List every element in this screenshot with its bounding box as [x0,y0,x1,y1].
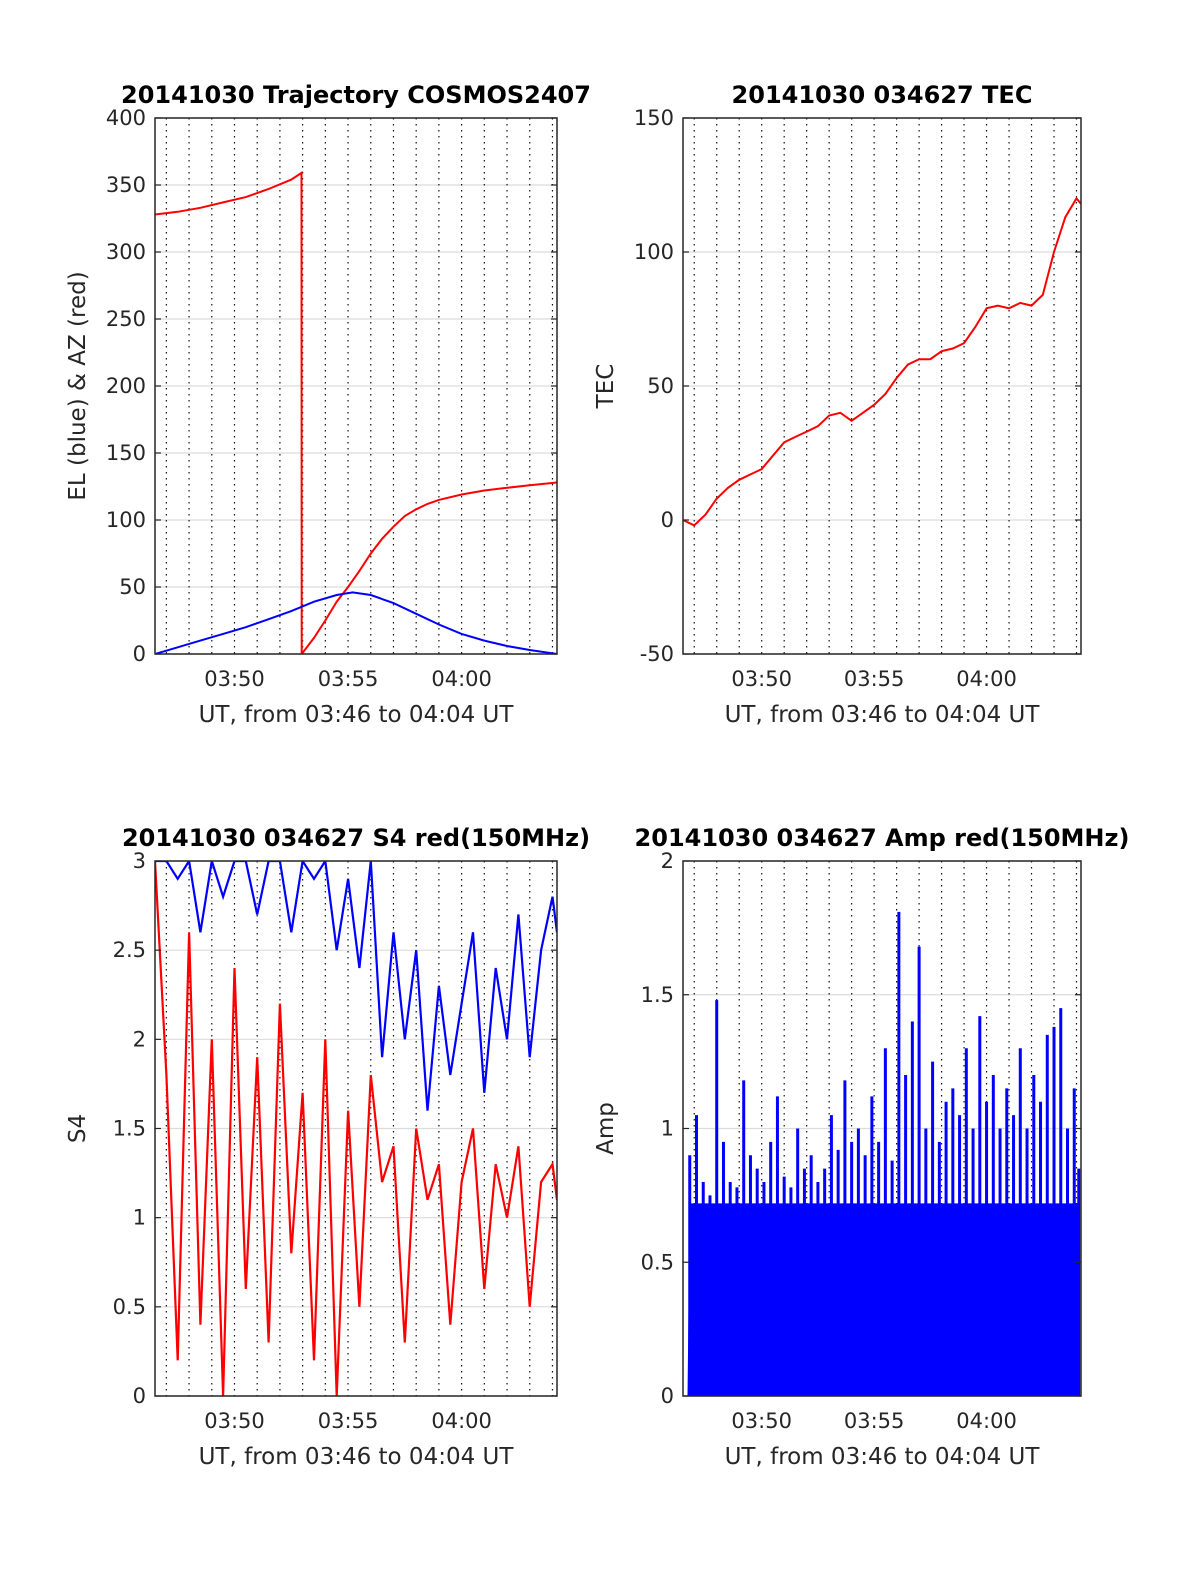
y-tick-label: 0 [133,1384,146,1408]
y-tick-label: 200 [106,374,146,398]
y-tick-label: 1.5 [113,1117,146,1141]
series-group [155,171,557,654]
y-axis-label: TEC [593,364,619,410]
y-tick-label: 100 [634,240,674,264]
y-axis-label: S4 [65,1114,91,1143]
x-tick-label: 03:55 [844,667,905,691]
x-tick-label: 04:00 [431,667,492,691]
y-tick-label: 350 [106,173,146,197]
x-axis-label: UT, from 03:46 to 04:04 UT [199,702,515,728]
chart-panel-1: 0 50 100 150 200 250 300 350 400 03:50 03:55 04:00 2… [65,81,591,728]
chart-title: 20141030 034627 TEC [732,81,1033,109]
x-tick-label: 03:50 [204,1409,265,1433]
y-tick-label: 100 [106,508,146,532]
y-tick-label: 2.5 [113,938,146,962]
series-line-blue [155,861,557,1111]
x-axis-label: UT, from 03:46 to 04:04 UT [725,702,1041,728]
y-tick-label: 0.5 [113,1295,146,1319]
y-tick-label: 1 [133,1206,146,1230]
y-axis-label: EL (blue) & AZ (red) [65,271,91,500]
x-tick-label: 03:50 [204,667,265,691]
series-line-red [155,171,557,654]
chart-title: 20141030 Trajectory COSMOS2407 [121,81,591,109]
y-tick-label: 1.5 [641,983,674,1007]
y-tick-label: 400 [106,106,146,130]
y-tick-label: 50 [647,374,674,398]
y-tick-label: 1 [661,1117,674,1141]
y-tick-label: 0 [661,1384,674,1408]
y-axis-label: Amp [593,1102,619,1155]
y-tick-label: 3 [133,849,146,873]
y-tick-label: 150 [106,441,146,465]
y-tick-label: 2 [133,1027,146,1051]
chart-title: 20141030 034627 S4 red(150MHz) [122,824,590,852]
x-tick-label: 03:55 [318,1409,379,1433]
series-line-blue [155,591,557,654]
y-tick-label: 0.5 [641,1250,674,1274]
y-tick-label: 0 [661,508,674,532]
y-tick-label: 2 [661,849,674,873]
chart-panel-3: 0 0.5 1 1.5 2 2.5 3 03:50 03:55 04:00 20141030 034… [65,824,590,1470]
x-tick-label: 03:55 [318,667,379,691]
chart-panel-2: -50 0 50 100 150 03:50 03:55 04:00 20141030 0346… [593,81,1082,728]
x-tick-label: 04:00 [431,1409,492,1433]
chart-panel-4: 0 0.5 1 1.5 2 03:50 03:55 04:00 20141030 034627 … [593,824,1129,1470]
x-tick-label: 04:00 [956,1409,1017,1433]
series-line-red [155,861,557,1396]
x-axis-label: UT, from 03:46 to 04:04 UT [725,1444,1041,1470]
y-tick-label: 300 [106,240,146,264]
series-group [683,196,1081,527]
y-tick-label: 250 [106,307,146,331]
series-group [155,861,557,1396]
y-tick-label: 150 [634,106,674,130]
series-line-red [683,196,1081,527]
x-tick-label: 03:50 [731,1409,792,1433]
y-tick-label: 0 [133,642,146,666]
y-tick-label: -50 [640,642,674,666]
x-axis-label: UT, from 03:46 to 04:04 UT [199,1444,515,1470]
x-tick-label: 03:55 [844,1409,905,1433]
x-tick-label: 04:00 [956,667,1017,691]
chart-title: 20141030 034627 Amp red(150MHz) [635,824,1130,852]
y-tick-label: 50 [119,575,146,599]
series-group [687,911,1081,1396]
x-tick-label: 03:50 [731,667,792,691]
